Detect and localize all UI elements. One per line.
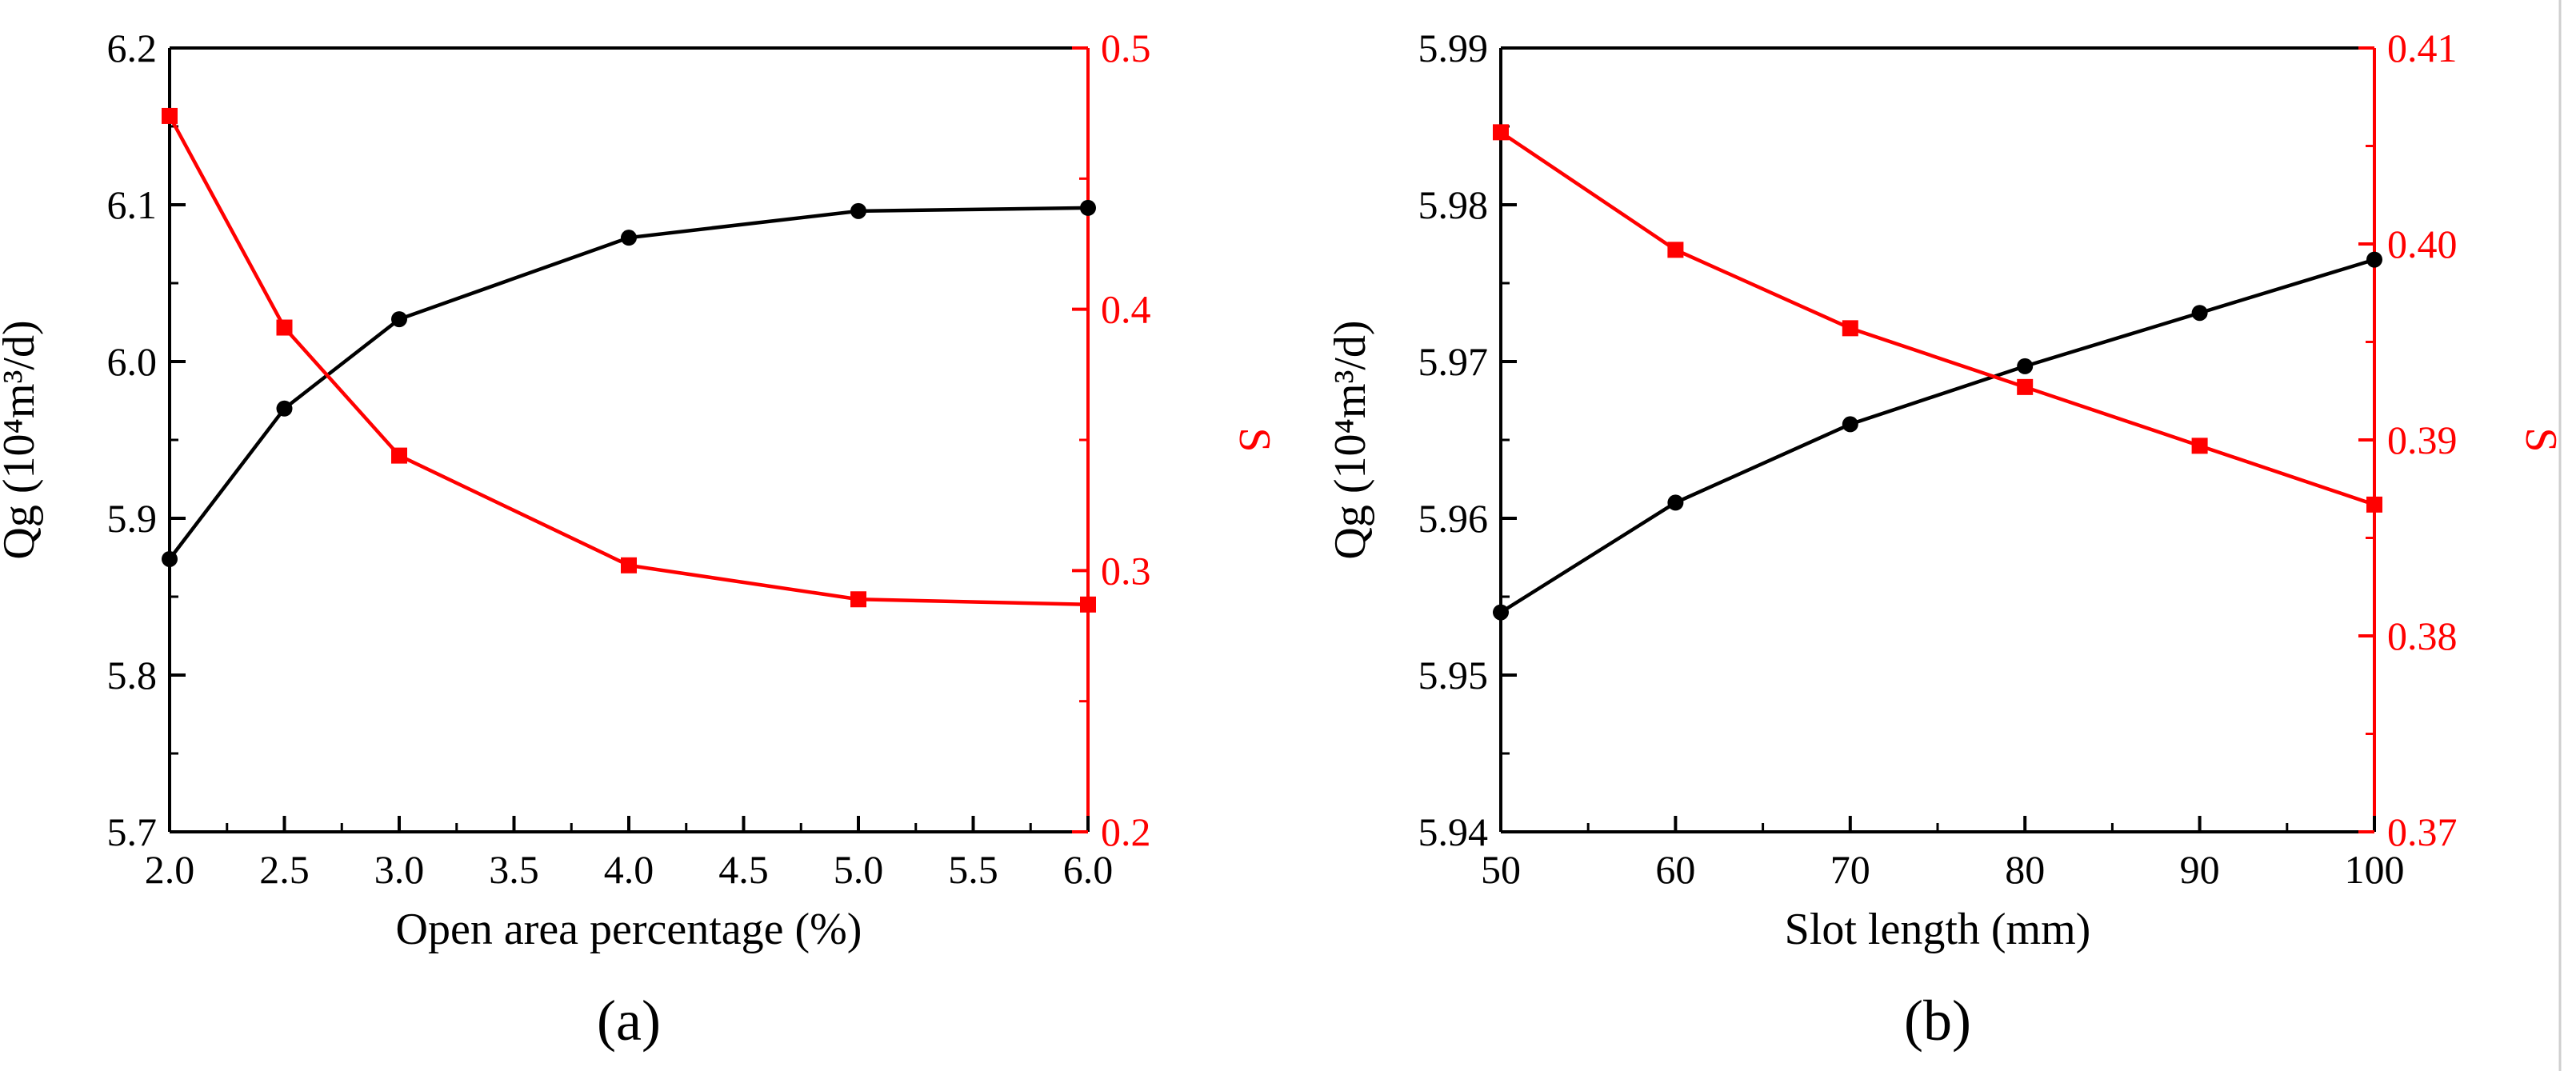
y-left-tick-label: 6.1	[107, 182, 158, 227]
y-left-tick-label: 5.98	[1418, 182, 1489, 227]
data-point-Qg	[2191, 305, 2208, 322]
panel-label: (a)	[597, 989, 661, 1053]
y-left-tick-label: 5.96	[1418, 496, 1489, 541]
y-left-axis-title: Qg (10⁴m³/d)	[1326, 320, 1375, 559]
y-left-tick-label: 5.95	[1418, 653, 1489, 697]
y-right-tick-label: 0.4	[1101, 287, 1151, 332]
y-right-axis-title: S	[2516, 427, 2566, 452]
y-right-tick-label: 0.39	[2387, 418, 2458, 462]
y-right-tick-label: 0.38	[2387, 613, 2458, 658]
series-line-S	[168, 114, 1089, 607]
data-point-S	[1080, 596, 1096, 613]
series-line-Qg	[1499, 258, 2375, 614]
y-left-tick-label: 5.9	[107, 496, 158, 541]
x-tick-label: 90	[2180, 847, 2220, 892]
data-point-S	[2366, 496, 2382, 513]
x-tick-label: 3.0	[374, 847, 425, 892]
chart-panel-b: 50 60 70 80 90 100 5.94 5.95 5.96 5.97 5.98 5.99 0.3…	[1326, 26, 2566, 1053]
y-left-tick-label: 6.0	[107, 339, 158, 384]
y-left-tick-label: 5.7	[107, 809, 158, 854]
x-tick-label: 2.0	[145, 847, 195, 892]
data-point-S	[621, 557, 637, 573]
data-point-S	[1493, 124, 1509, 141]
data-point-Qg	[2017, 358, 2034, 374]
data-point-Qg	[2366, 251, 2382, 268]
data-point-S	[2017, 378, 2034, 395]
y-left-tick-label: 5.99	[1418, 26, 1489, 70]
data-point-Qg	[1842, 416, 1858, 433]
x-tick-label: 80	[2005, 847, 2045, 892]
data-point-Qg	[1080, 199, 1096, 216]
data-point-S	[391, 447, 407, 464]
x-tick-label: 3.5	[489, 847, 539, 892]
y-right-tick-label: 0.37	[2387, 809, 2458, 854]
x-tick-label: 2.5	[259, 847, 310, 892]
data-point-S	[162, 107, 178, 124]
y-left-axis-title: Qg (10⁴m³/d)	[0, 320, 44, 559]
data-point-Qg	[1493, 604, 1509, 621]
data-point-Qg	[1667, 494, 1684, 511]
y-left-tick-label: 5.97	[1418, 339, 1489, 384]
y-right-tick-label: 0.3	[1101, 548, 1151, 593]
series-line-Qg	[168, 206, 1089, 561]
data-point-Qg	[850, 202, 866, 219]
y-right-tick-label: 0.41	[2387, 26, 2458, 70]
data-point-S	[850, 591, 866, 608]
y-left-tick-label: 5.94	[1418, 809, 1489, 854]
x-tick-label: 4.5	[718, 847, 769, 892]
x-axis-title: Slot length (mm)	[1785, 905, 2091, 954]
y-right-tick-label: 0.40	[2387, 222, 2458, 266]
data-point-S	[2191, 438, 2208, 454]
y-left-tick-label: 6.2	[107, 26, 158, 70]
data-point-S	[1842, 320, 1858, 337]
data-point-Qg	[391, 311, 407, 328]
data-point-S	[1667, 242, 1684, 258]
x-tick-label: 70	[1830, 847, 1870, 892]
y-right-axis-title: S	[1230, 427, 1279, 452]
series-line-S	[1499, 130, 2375, 506]
x-tick-label: 60	[1655, 847, 1695, 892]
y-right-tick-label: 0.5	[1101, 26, 1151, 70]
y-right-tick-label: 0.2	[1101, 809, 1151, 854]
x-tick-label: 50	[1481, 847, 1521, 892]
data-point-Qg	[162, 550, 178, 567]
y-left-tick-label: 5.8	[107, 653, 158, 697]
data-point-Qg	[621, 230, 637, 246]
x-tick-label: 100	[2345, 847, 2405, 892]
data-point-S	[276, 319, 293, 336]
x-tick-label: 6.0	[1063, 847, 1114, 892]
data-point-Qg	[276, 400, 293, 417]
x-axis-title: Open area percentage (%)	[396, 905, 862, 954]
panel-label: (b)	[1904, 989, 1971, 1053]
x-tick-label: 5.0	[834, 847, 884, 892]
x-tick-label: 5.5	[948, 847, 998, 892]
chart-panel-a: 2.0 2.5 3.0 3.5 4.0 4.5 5.0 5.5 6.0 5.7 5.8 5.9 6.0 6…	[0, 26, 1279, 1053]
x-tick-label: 4.0	[604, 847, 654, 892]
